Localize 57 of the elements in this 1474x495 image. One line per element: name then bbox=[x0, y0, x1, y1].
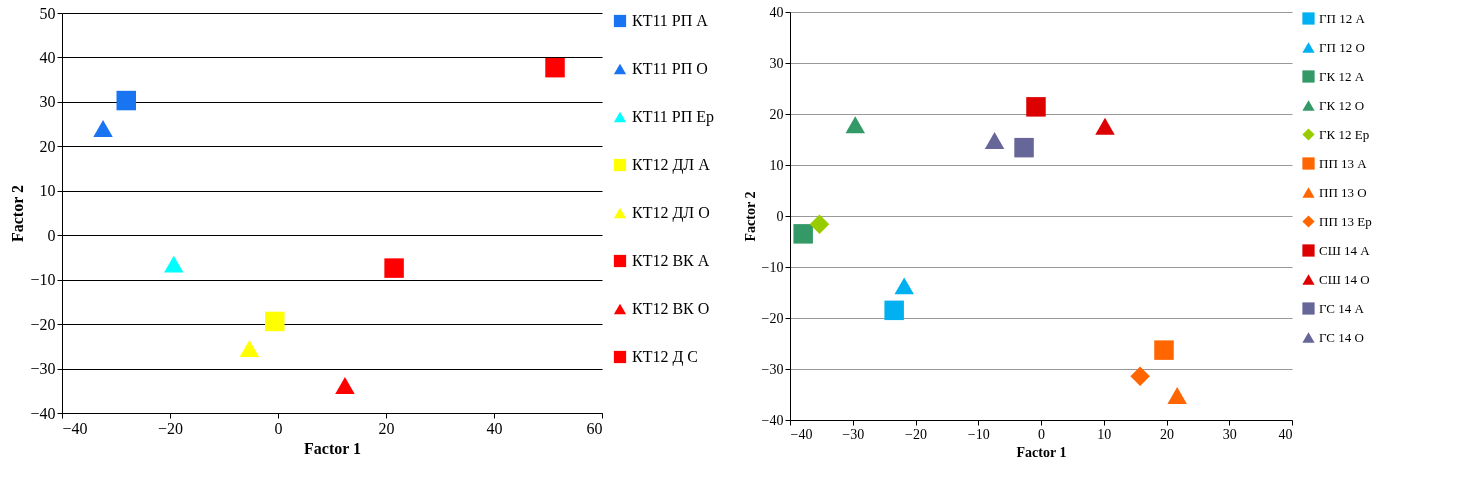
y-tick-label: −30 bbox=[30, 360, 56, 378]
y-axis-title: Factor 2 bbox=[9, 184, 27, 243]
x-tick-label: 0 bbox=[274, 419, 283, 437]
y-tick-label: −10 bbox=[30, 271, 56, 289]
legend-label: ГК 12 О bbox=[1319, 97, 1365, 113]
y-tick-label: 20 bbox=[39, 137, 56, 155]
legend-label: КТ12 ВК О bbox=[632, 300, 710, 317]
legend-label: ГП 12 А bbox=[1319, 10, 1366, 26]
y-tick-label: 0 bbox=[776, 208, 784, 224]
legend-label: ПП 13 О bbox=[1319, 184, 1367, 200]
legend-label: КТ12 ДЛ О bbox=[632, 204, 710, 222]
legend-label: ПП 13 Ер bbox=[1319, 213, 1372, 229]
x-tick-label: 40 bbox=[1278, 426, 1293, 442]
legend-label: КТ12 ДЛ А bbox=[632, 156, 711, 174]
legend-label: СШ 14 О bbox=[1319, 271, 1370, 287]
y-tick-label: 0 bbox=[47, 226, 56, 244]
y-axis-title: Factor 2 bbox=[742, 191, 758, 242]
y-tick-label: 50 bbox=[39, 4, 56, 22]
x-tick-label: 20 bbox=[1160, 426, 1174, 442]
x-tick-label: 20 bbox=[378, 419, 395, 437]
x-tick-label: −40 bbox=[790, 426, 813, 442]
y-tick-label: 40 bbox=[39, 48, 56, 66]
x-tick-label: 0 bbox=[1038, 426, 1045, 442]
x-tick-label: −20 bbox=[905, 426, 927, 442]
x-axis-title: Factor 1 bbox=[1016, 444, 1067, 460]
x-tick-label: 60 bbox=[586, 419, 603, 437]
x-tick-label: −40 bbox=[62, 419, 88, 437]
legend-label: КТ11 РП О bbox=[632, 60, 708, 77]
legend-label: ПП 13 А bbox=[1319, 155, 1368, 171]
legend-label: ГК 12 А bbox=[1319, 68, 1365, 84]
y-tick-label: −30 bbox=[761, 361, 784, 377]
legend-label: КТ12 Д С bbox=[632, 348, 699, 366]
x-axis-title: Factor 1 bbox=[303, 439, 362, 457]
y-tick-label: 30 bbox=[39, 93, 56, 111]
y-tick-label: −10 bbox=[761, 259, 784, 275]
y-tick-label: 10 bbox=[39, 182, 56, 200]
legend-label: КТ11 РП Ер bbox=[632, 108, 715, 126]
legend-label: ГС 14 А bbox=[1319, 300, 1365, 316]
y-tick-label: −20 bbox=[761, 310, 784, 326]
y-tick-label: −20 bbox=[30, 315, 56, 333]
x-tick-label: −20 bbox=[157, 419, 184, 437]
x-tick-label: 10 bbox=[1097, 426, 1112, 442]
legend-label: КТ12 ВК А bbox=[632, 252, 710, 269]
y-tick-label: 40 bbox=[769, 4, 784, 20]
x-tick-label: −30 bbox=[842, 426, 865, 442]
legend-label: КТ11 РП А bbox=[632, 12, 709, 29]
y-tick-label: 10 bbox=[769, 157, 784, 173]
legend-label: ГК 12 Ер bbox=[1319, 126, 1370, 142]
y-tick-label: 20 bbox=[769, 106, 784, 122]
x-tick-label: −10 bbox=[967, 426, 990, 442]
x-tick-label: 30 bbox=[1222, 426, 1237, 442]
x-tick-label: 40 bbox=[486, 419, 503, 437]
legend-label: СШ 14 А bbox=[1319, 242, 1371, 258]
y-tick-label: −40 bbox=[30, 404, 56, 422]
legend-label: ГС 14 О bbox=[1319, 329, 1364, 345]
y-tick-label: 30 bbox=[769, 55, 784, 71]
legend-label: ГП 12 О bbox=[1319, 39, 1365, 55]
